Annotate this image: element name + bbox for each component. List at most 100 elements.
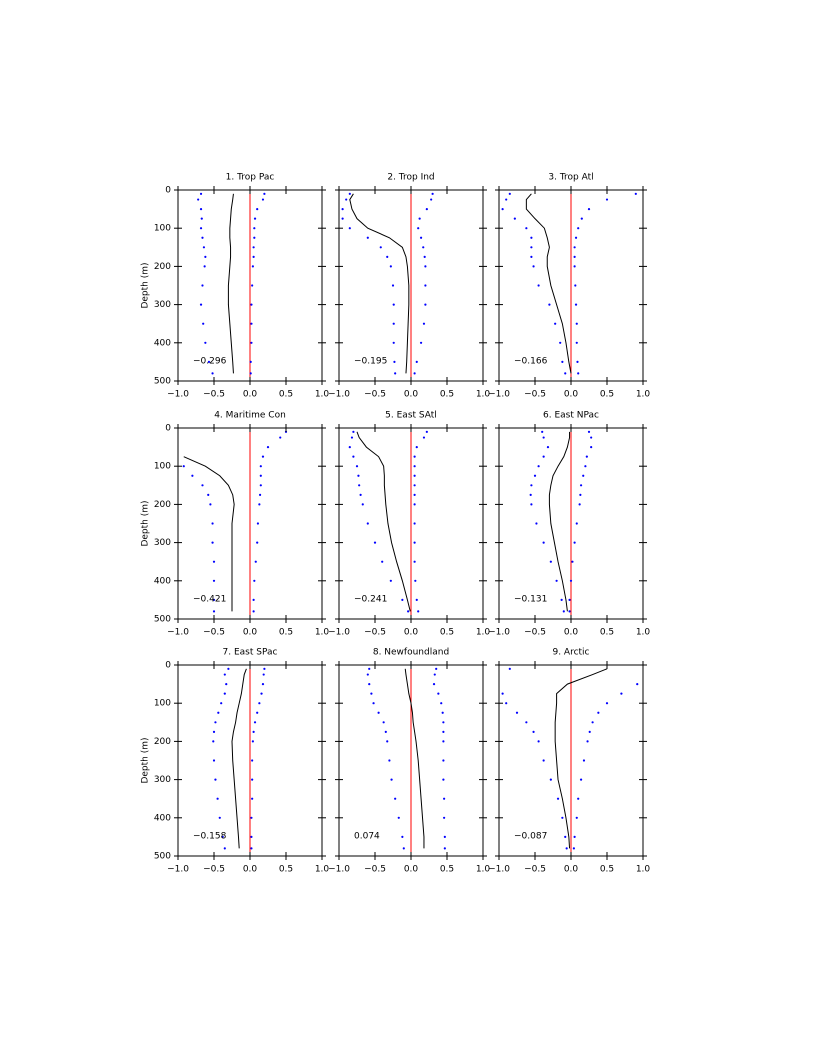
dot [386, 740, 389, 743]
dot [262, 673, 265, 676]
dot [530, 236, 533, 239]
dot [562, 610, 565, 613]
x-tick-label: −1.0 [328, 865, 350, 875]
x-tick-label: −0.5 [203, 390, 225, 400]
dot [546, 446, 550, 449]
x-tick-label: 0.5 [600, 865, 614, 875]
dot [366, 522, 369, 525]
x-tick-label: −1.0 [488, 628, 510, 638]
dot [253, 579, 256, 582]
dot [263, 192, 266, 195]
dot [413, 522, 416, 525]
dot [605, 702, 609, 705]
dot [199, 192, 203, 195]
dot [394, 797, 397, 800]
dot [350, 436, 354, 439]
dot [225, 683, 228, 686]
dot [413, 560, 416, 563]
y-tick-label: 200 [154, 737, 171, 747]
dot [217, 711, 220, 714]
dot [261, 683, 265, 686]
dot [533, 474, 537, 477]
y-axis-label: Depth (m) [141, 262, 151, 308]
dot [223, 847, 226, 850]
dot [575, 341, 578, 344]
dot [256, 522, 260, 525]
x-tick-label: 1.0 [476, 628, 491, 638]
dot [201, 484, 204, 487]
dot [249, 360, 252, 363]
dot [579, 493, 582, 496]
dot [221, 835, 224, 839]
dot [220, 702, 223, 705]
dot [352, 430, 355, 433]
dot [586, 740, 589, 743]
dot [258, 493, 262, 496]
dot [366, 236, 369, 239]
annotation: −0.241 [354, 594, 387, 604]
dot [202, 246, 206, 249]
x-tick-label: −0.5 [203, 865, 225, 875]
dot [530, 255, 533, 258]
dot [413, 372, 416, 375]
dot [259, 484, 262, 487]
dot [575, 816, 578, 819]
dot [537, 284, 540, 287]
dot [211, 372, 214, 375]
dot [425, 208, 428, 211]
x-tick-label: 0.0 [404, 390, 419, 400]
dot [561, 360, 564, 363]
dot [258, 702, 261, 705]
dot [256, 711, 259, 714]
dot [407, 610, 410, 613]
dot [579, 778, 583, 781]
dot [417, 610, 420, 613]
dot [422, 436, 426, 439]
panel-title: 6. East NPac [543, 411, 599, 421]
dot [587, 430, 591, 433]
dot [359, 493, 362, 496]
dot [357, 474, 360, 477]
dot [261, 455, 265, 458]
dot [513, 217, 516, 220]
x-tick-label: 0.0 [564, 390, 579, 400]
dot [386, 255, 389, 258]
dot [532, 265, 535, 268]
x-tick-label: 1.0 [476, 865, 491, 875]
dot [422, 246, 425, 249]
panel-title: 9. Arctic [552, 648, 589, 658]
dot [419, 236, 423, 239]
dot [377, 711, 380, 714]
dot [537, 465, 540, 468]
dot [577, 372, 580, 375]
dot [253, 236, 256, 239]
dot [212, 560, 216, 563]
y-tick-label: 0 [165, 424, 171, 434]
dot [392, 303, 395, 306]
dot [391, 284, 395, 287]
x-tick-label: 0.0 [564, 865, 579, 875]
dot [559, 341, 562, 344]
x-tick-label: 0.0 [404, 865, 419, 875]
dot [435, 667, 438, 670]
dot [263, 667, 266, 670]
dot [348, 227, 351, 230]
dot [261, 198, 265, 201]
dot [417, 227, 420, 230]
y-tick-label: 200 [154, 500, 171, 510]
dot [214, 778, 217, 781]
dot [425, 430, 428, 433]
dot [223, 692, 226, 695]
y-tick-label: 400 [154, 813, 171, 823]
dot [576, 360, 579, 363]
dot [432, 683, 436, 686]
dot [251, 740, 254, 743]
y-tick-label: 100 [154, 699, 171, 709]
dot [577, 227, 580, 230]
dot [199, 208, 203, 211]
x-tick-label: −0.5 [364, 390, 386, 400]
dot [573, 835, 576, 839]
dot [345, 198, 348, 201]
